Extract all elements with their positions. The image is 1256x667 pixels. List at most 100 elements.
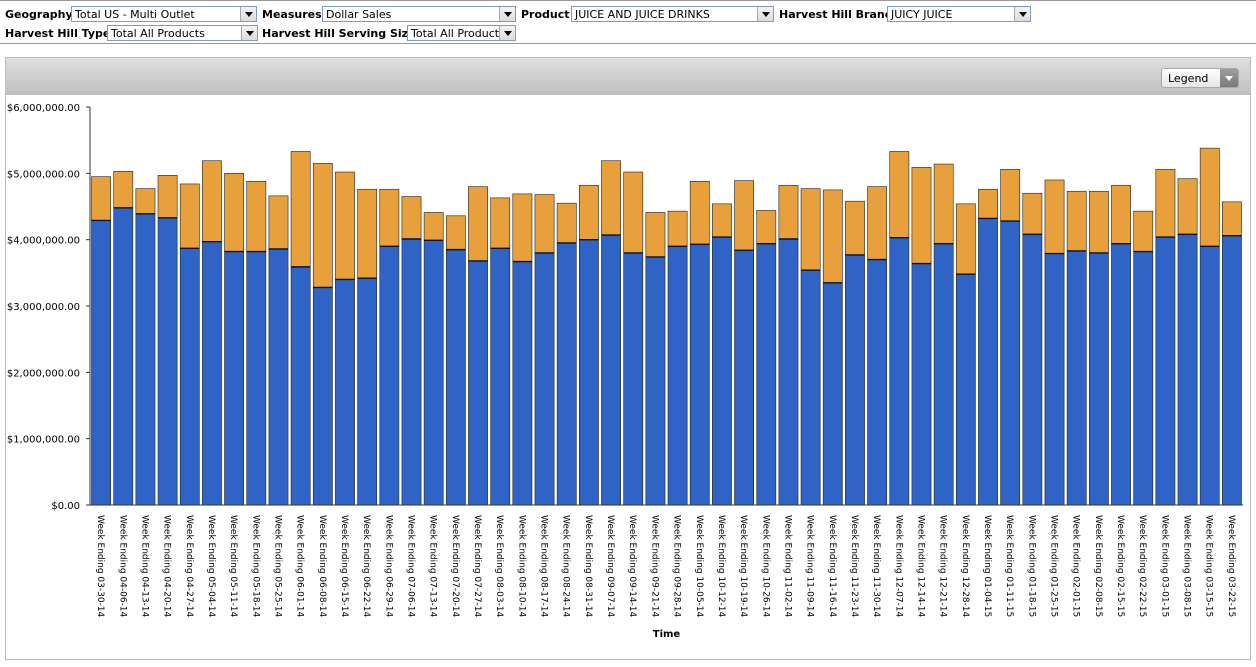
bar-series2 bbox=[312, 163, 333, 288]
bar-series2 bbox=[379, 188, 400, 247]
x-tick-label: Week Ending 07-20-14 bbox=[450, 515, 460, 618]
x-tick-label: Week Ending 01-25-15 bbox=[1049, 515, 1059, 617]
bar-series2 bbox=[1199, 147, 1220, 247]
legend-dropdown[interactable]: Legend bbox=[1161, 68, 1239, 88]
x-tick-label: Week Ending 03-30-14 bbox=[95, 515, 105, 618]
x-tick-label: Week Ending 06-08-14 bbox=[317, 515, 327, 618]
chevron-down-icon bbox=[1220, 69, 1238, 87]
x-tick-label: Week Ending 03-15-15 bbox=[1204, 515, 1214, 617]
x-axis-title: Time bbox=[653, 629, 681, 640]
x-tick-label: Week Ending 03-22-15 bbox=[1226, 515, 1236, 617]
type-select[interactable]: Total All Products bbox=[107, 25, 258, 41]
brand-select[interactable]: JUICY JUICE bbox=[887, 6, 1031, 22]
product-select[interactable]: JUICE AND JUICE DRINKS bbox=[571, 6, 774, 22]
bar-series2 bbox=[1133, 210, 1154, 252]
x-tick-label: Week Ending 01-11-15 bbox=[1004, 515, 1014, 617]
bar-series1 bbox=[556, 242, 577, 506]
type-value: Total All Products bbox=[111, 27, 205, 40]
x-tick-label: Week Ending 02-15-15 bbox=[1115, 515, 1125, 617]
chevron-down-icon bbox=[499, 26, 515, 40]
bar-series1 bbox=[1155, 236, 1176, 506]
measures-select[interactable]: Dollar Sales bbox=[322, 6, 516, 22]
bar-series2 bbox=[645, 212, 666, 258]
x-tick-label: Week Ending 09-28-14 bbox=[672, 515, 682, 618]
chevron-down-icon bbox=[757, 7, 773, 21]
x-tick-label: Week Ending 09-07-14 bbox=[605, 515, 615, 618]
x-tick-label: Week Ending 05-11-14 bbox=[228, 515, 238, 618]
x-tick-label: Week Ending 08-31-14 bbox=[583, 515, 593, 618]
bar-series1 bbox=[224, 251, 245, 506]
bar-series1 bbox=[1022, 234, 1043, 506]
x-tick-label: Week Ending 11-16-14 bbox=[827, 515, 837, 618]
bar-series2 bbox=[179, 183, 200, 249]
bar-series2 bbox=[445, 215, 466, 250]
bar-series1 bbox=[423, 240, 444, 506]
bar-series1 bbox=[1000, 220, 1021, 506]
bar-series1 bbox=[756, 243, 777, 506]
y-tick-label: $0.00 bbox=[51, 501, 80, 512]
bar-series1 bbox=[1088, 252, 1109, 506]
x-tick-label: Week Ending 05-25-14 bbox=[272, 515, 282, 618]
x-tick-label: Week Ending 06-15-14 bbox=[339, 515, 349, 618]
bar-series1 bbox=[1199, 246, 1220, 506]
measures-value: Dollar Sales bbox=[326, 8, 392, 21]
type-label: Harvest Hill Type bbox=[5, 27, 111, 40]
product-value: JUICE AND JUICE DRINKS bbox=[575, 8, 710, 21]
chart-panel-header: Legend bbox=[6, 58, 1250, 95]
bar-series2 bbox=[1088, 190, 1109, 254]
chevron-down-icon bbox=[1014, 7, 1030, 21]
x-tick-label: Week Ending 07-27-14 bbox=[472, 515, 482, 618]
x-tick-label: Week Ending 12-14-14 bbox=[915, 515, 925, 618]
bar-series2 bbox=[845, 200, 865, 256]
bar-series2 bbox=[889, 151, 910, 238]
bar-series2 bbox=[623, 171, 644, 254]
x-tick-label: Week Ending 07-06-14 bbox=[406, 515, 416, 618]
bar-series1 bbox=[357, 277, 378, 506]
bar-series1 bbox=[290, 266, 311, 506]
brand-value: JUICY JUICE bbox=[891, 8, 953, 21]
x-tick-label: Week Ending 10-26-14 bbox=[760, 515, 770, 618]
x-tick-label: Week Ending 08-17-14 bbox=[539, 515, 549, 618]
bar-series1 bbox=[135, 213, 156, 506]
bar-series1 bbox=[623, 252, 644, 506]
bar-series1 bbox=[202, 241, 222, 506]
bar-series1 bbox=[157, 217, 178, 506]
bar-series1 bbox=[401, 238, 422, 506]
bar-series1 bbox=[800, 269, 821, 506]
x-tick-label: Week Ending 04-06-14 bbox=[117, 515, 127, 618]
serving-size-select[interactable]: Total All Products bbox=[407, 25, 516, 41]
bar-series2 bbox=[357, 188, 378, 279]
measures-label: Measures bbox=[262, 8, 322, 21]
bar-series1 bbox=[113, 207, 134, 506]
bar-series1 bbox=[867, 259, 888, 506]
y-tick-label: $5,000,000.00 bbox=[7, 169, 80, 180]
bar-series2 bbox=[268, 195, 289, 250]
bar-series2 bbox=[534, 194, 555, 254]
bar-series1 bbox=[933, 243, 954, 506]
bar-series2 bbox=[867, 186, 888, 260]
x-tick-label: Week Ending 08-24-14 bbox=[561, 515, 571, 618]
bar-series1 bbox=[845, 254, 865, 506]
x-tick-label: Week Ending 11-02-14 bbox=[782, 515, 792, 618]
x-tick-label: Week Ending 10-19-14 bbox=[738, 515, 748, 618]
bar-series1 bbox=[712, 236, 732, 506]
x-tick-label: Week Ending 12-21-14 bbox=[938, 515, 948, 618]
geography-select[interactable]: Total US - Multi Outlet bbox=[71, 6, 257, 22]
bar-series2 bbox=[800, 188, 821, 271]
bar-series2 bbox=[933, 163, 954, 244]
brand-label: Harvest Hill Brand bbox=[779, 8, 893, 21]
bar-series2 bbox=[1066, 190, 1087, 252]
x-tick-label: Week Ending 07-13-14 bbox=[428, 515, 438, 618]
bar-series1 bbox=[955, 273, 976, 506]
bar-series2 bbox=[756, 210, 777, 244]
bar-series2 bbox=[512, 193, 533, 262]
x-tick-label: Week Ending 09-21-14 bbox=[649, 515, 659, 618]
x-tick-label: Week Ending 02-01-15 bbox=[1071, 515, 1081, 617]
bar-series2 bbox=[734, 180, 754, 251]
bar-series2 bbox=[955, 203, 976, 275]
bar-series1 bbox=[445, 249, 466, 506]
bar-series2 bbox=[490, 197, 511, 249]
bar-series2 bbox=[246, 180, 267, 252]
bar-series2 bbox=[1111, 184, 1131, 244]
